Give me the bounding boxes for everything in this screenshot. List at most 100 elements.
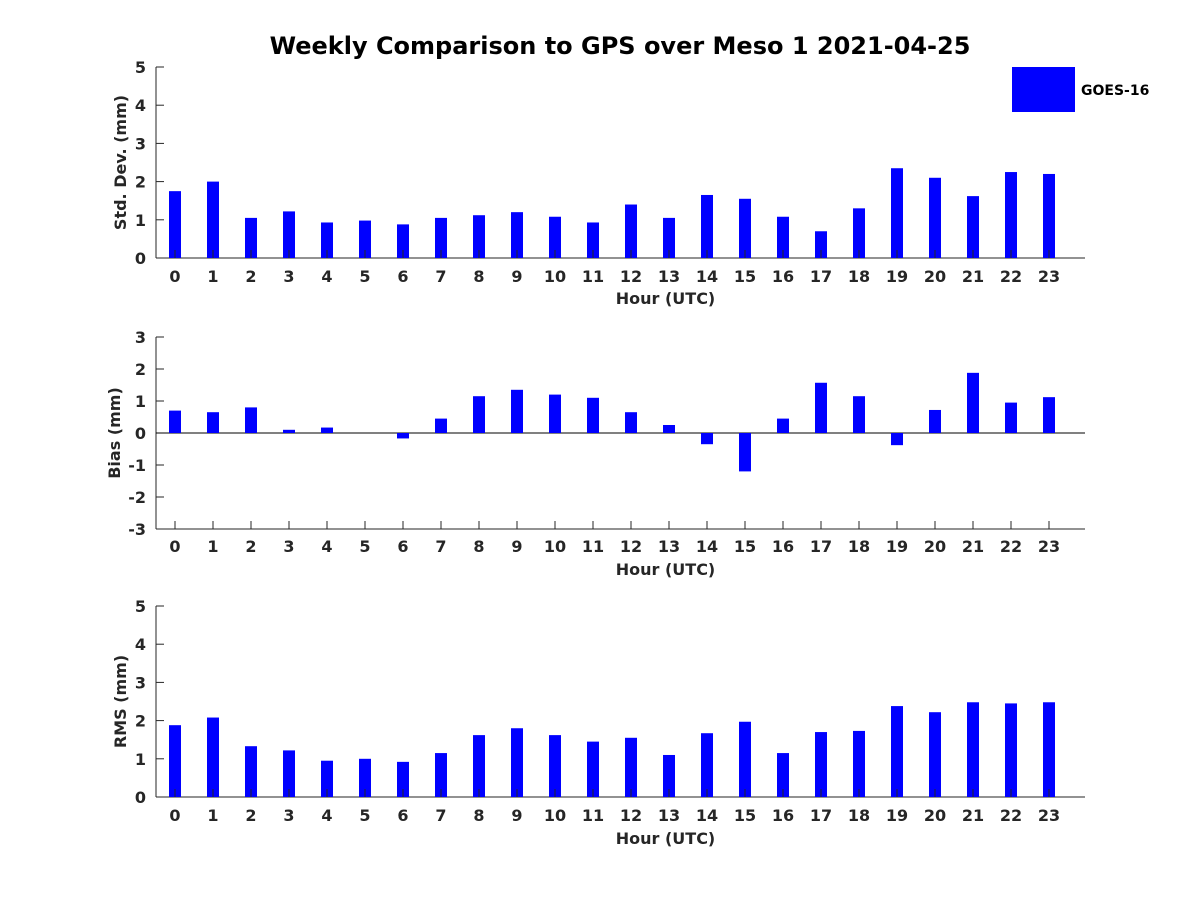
bias-bar xyxy=(625,412,637,433)
bias-x-tick-label: 5 xyxy=(359,537,370,556)
std-dev-y-tick-label: 0 xyxy=(135,249,146,268)
bias-y-tick-label: -3 xyxy=(128,520,146,539)
rms-x-tick-label: 15 xyxy=(734,806,756,825)
bias-x-tick-label: 16 xyxy=(772,537,794,556)
bias-bar xyxy=(245,407,257,433)
rms-bar xyxy=(207,717,219,797)
bias-bar xyxy=(511,389,523,433)
std-dev-x-tick-label: 18 xyxy=(848,267,870,286)
bias-y-tick-label: 1 xyxy=(135,392,146,411)
bias-x-tick-label: 23 xyxy=(1038,537,1060,556)
std-dev-bar xyxy=(207,181,219,258)
bias-bar xyxy=(587,397,599,433)
std-dev-x-tick-label: 23 xyxy=(1038,267,1060,286)
std-dev-bar xyxy=(663,217,675,258)
bias-bar xyxy=(1005,402,1017,433)
rms-bar xyxy=(815,732,827,797)
rms-bar xyxy=(359,758,371,797)
rms-bar xyxy=(283,750,295,797)
std-dev-x-tick-label: 12 xyxy=(620,267,642,286)
rms-bar xyxy=(1005,703,1017,797)
std-dev-x-tick-label: 8 xyxy=(473,267,484,286)
bias-bar xyxy=(169,410,181,433)
bias-bar xyxy=(777,418,789,433)
rms-bar xyxy=(739,721,751,797)
rms-y-tick-label: 2 xyxy=(135,712,146,731)
bias-x-tick-label: 13 xyxy=(658,537,680,556)
bias-x-tick-label: 0 xyxy=(169,537,180,556)
bias-bar xyxy=(549,394,561,433)
std-dev-x-tick-label: 14 xyxy=(696,267,718,286)
bias-x-tick-label: 17 xyxy=(810,537,832,556)
bias-bar xyxy=(1043,397,1055,433)
bias-x-tick-label: 3 xyxy=(283,537,294,556)
std-dev-x-tick-label: 22 xyxy=(1000,267,1022,286)
chart-title: Weekly Comparison to GPS over Meso 1 202… xyxy=(270,32,971,60)
std-dev-bar xyxy=(359,220,371,258)
rms-bar xyxy=(549,735,561,797)
rms-bar xyxy=(891,706,903,797)
rms-x-tick-label: 8 xyxy=(473,806,484,825)
std-dev-x-tick-label: 0 xyxy=(169,267,180,286)
rms-bar xyxy=(625,737,637,797)
bias-x-tick-label: 6 xyxy=(397,537,408,556)
std-dev-bar xyxy=(511,212,523,258)
rms-x-tick-label: 9 xyxy=(511,806,522,825)
std-dev-bar xyxy=(435,217,447,258)
bias-x-tick-label: 19 xyxy=(886,537,908,556)
rms-x-tick-label: 4 xyxy=(321,806,332,825)
rms-y-tick-label: 5 xyxy=(135,597,146,616)
rms-bar xyxy=(663,754,675,797)
rms-y-tick-label: 4 xyxy=(135,635,146,654)
bias-x-tick-label: 11 xyxy=(582,537,604,556)
bias-y-tick-label: -1 xyxy=(128,456,146,475)
legend: GOES-16 xyxy=(1012,67,1149,112)
rms-y-label: RMS (mm) xyxy=(111,655,130,748)
rms-x-tick-label: 16 xyxy=(772,806,794,825)
bias-bar xyxy=(815,382,827,433)
bias-bar xyxy=(891,433,903,446)
std-dev-bar xyxy=(891,168,903,258)
std-dev-y-tick-label: 4 xyxy=(135,96,146,115)
bias-x-tick-label: 7 xyxy=(435,537,446,556)
std-dev-x-tick-label: 5 xyxy=(359,267,370,286)
bias-y-tick-label: -2 xyxy=(128,488,146,507)
bias-x-tick-label: 18 xyxy=(848,537,870,556)
bias-bar xyxy=(321,427,333,433)
std-dev-bar xyxy=(473,215,485,258)
bias-x-tick-label: 1 xyxy=(207,537,218,556)
bias-bar xyxy=(701,433,713,445)
rms-x-tick-label: 5 xyxy=(359,806,370,825)
std-dev-x-tick-label: 16 xyxy=(772,267,794,286)
std-dev-bar xyxy=(967,196,979,258)
rms-bar xyxy=(511,728,523,797)
rms-x-tick-label: 0 xyxy=(169,806,180,825)
std-dev-bar xyxy=(397,224,409,258)
std-dev-x-tick-label: 19 xyxy=(886,267,908,286)
bias-x-tick-label: 9 xyxy=(511,537,522,556)
std-dev-bar xyxy=(169,191,181,258)
rms-x-tick-label: 17 xyxy=(810,806,832,825)
std-dev-x-tick-label: 21 xyxy=(962,267,984,286)
rms-bar xyxy=(473,735,485,797)
rms-bar xyxy=(701,733,713,797)
rms-x-tick-label: 13 xyxy=(658,806,680,825)
bias-y-tick-label: 2 xyxy=(135,360,146,379)
std-dev-bar xyxy=(245,217,257,258)
bias-bar xyxy=(967,372,979,433)
std-dev-bar xyxy=(701,194,713,258)
std-dev-y-tick-label: 5 xyxy=(135,58,146,77)
std-dev-bar xyxy=(625,204,637,258)
std-dev-x-tick-label: 13 xyxy=(658,267,680,286)
std-dev-x-tick-label: 7 xyxy=(435,267,446,286)
std-dev-x-tick-label: 3 xyxy=(283,267,294,286)
rms-x-tick-label: 22 xyxy=(1000,806,1022,825)
rms-x-tick-label: 12 xyxy=(620,806,642,825)
std-dev-x-label: Hour (UTC) xyxy=(616,289,716,308)
std-dev-bar xyxy=(815,231,827,258)
rms-x-tick-label: 10 xyxy=(544,806,566,825)
std-dev-x-tick-label: 6 xyxy=(397,267,408,286)
